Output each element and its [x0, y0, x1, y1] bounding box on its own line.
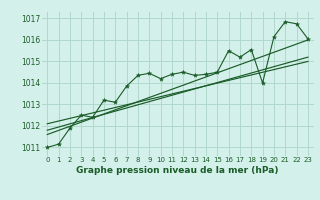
X-axis label: Graphe pression niveau de la mer (hPa): Graphe pression niveau de la mer (hPa): [76, 166, 279, 175]
